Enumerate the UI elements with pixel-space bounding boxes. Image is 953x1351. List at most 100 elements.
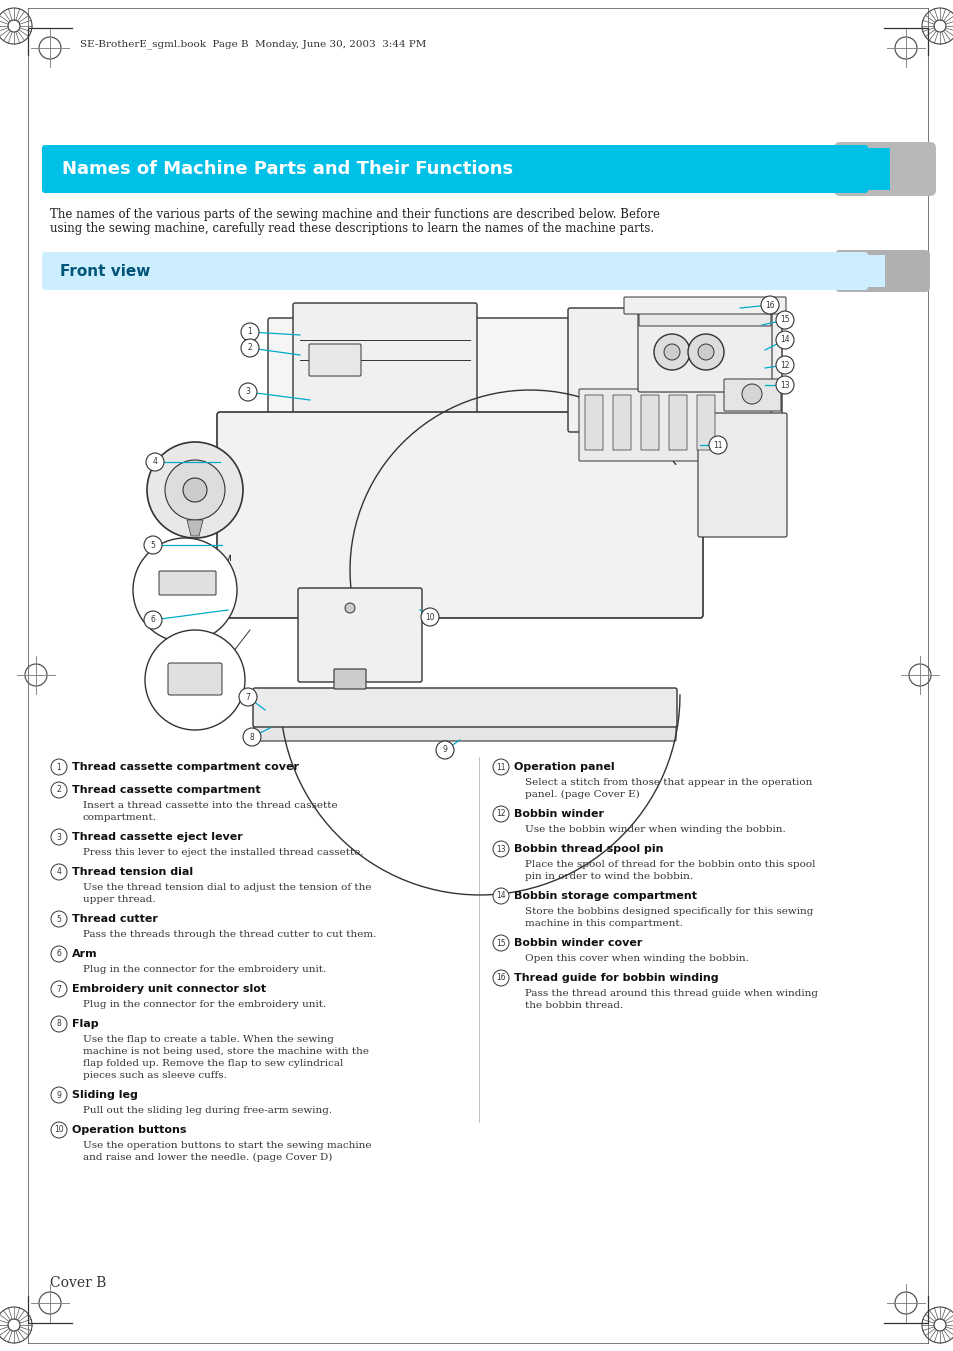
Text: 3: 3 (245, 388, 251, 396)
Circle shape (132, 538, 236, 642)
Text: 10: 10 (425, 612, 435, 621)
Text: 11: 11 (713, 440, 722, 450)
Circle shape (493, 888, 509, 904)
Circle shape (51, 759, 67, 775)
Circle shape (687, 334, 723, 370)
Text: 15: 15 (496, 939, 505, 947)
Text: Use the bobbin winder when winding the bobbin.: Use the bobbin winder when winding the b… (524, 825, 785, 834)
FancyBboxPatch shape (309, 345, 360, 376)
Circle shape (654, 334, 689, 370)
Text: machine in this compartment.: machine in this compartment. (524, 919, 682, 928)
Circle shape (144, 611, 162, 630)
Circle shape (145, 630, 245, 730)
FancyBboxPatch shape (840, 255, 884, 286)
Text: Embroidery unit connector slot: Embroidery unit connector slot (71, 984, 266, 994)
Circle shape (493, 970, 509, 986)
Text: Operation buttons: Operation buttons (71, 1125, 186, 1135)
Text: Insert a thread cassette into the thread cassette: Insert a thread cassette into the thread… (83, 801, 337, 811)
FancyBboxPatch shape (638, 313, 771, 392)
Text: SE-BrotherE_sgml.book  Page B  Monday, June 30, 2003  3:44 PM: SE-BrotherE_sgml.book Page B Monday, Jun… (80, 39, 426, 49)
FancyBboxPatch shape (253, 719, 676, 740)
Circle shape (760, 296, 779, 313)
Text: Pass the threads through the thread cutter to cut them.: Pass the threads through the thread cutt… (83, 929, 376, 939)
FancyBboxPatch shape (567, 308, 781, 432)
FancyBboxPatch shape (840, 149, 889, 190)
Text: 12: 12 (780, 361, 789, 370)
Text: Arm: Arm (71, 948, 97, 959)
Text: Bobbin thread spool pin: Bobbin thread spool pin (514, 844, 662, 854)
Text: 12: 12 (496, 809, 505, 819)
Text: 5: 5 (151, 540, 155, 550)
FancyBboxPatch shape (584, 394, 602, 450)
Text: The names of the various parts of the sewing machine and their functions are des: The names of the various parts of the se… (50, 208, 659, 222)
Text: using the sewing machine, carefully read these descriptions to learn the names o: using the sewing machine, carefully read… (50, 222, 654, 235)
Text: Thread cutter: Thread cutter (71, 915, 157, 924)
Text: 11: 11 (496, 762, 505, 771)
Text: Bobbin winder cover: Bobbin winder cover (514, 938, 641, 948)
Text: 14: 14 (496, 892, 505, 901)
Text: Press this lever to eject the installed thread cassette.: Press this lever to eject the installed … (83, 848, 363, 857)
FancyBboxPatch shape (42, 145, 867, 193)
Circle shape (493, 807, 509, 821)
Text: Use the operation buttons to start the sewing machine: Use the operation buttons to start the s… (83, 1142, 371, 1150)
Circle shape (775, 311, 793, 330)
Circle shape (708, 436, 726, 454)
Text: 14: 14 (780, 335, 789, 345)
Text: 16: 16 (496, 974, 505, 982)
Circle shape (165, 459, 225, 520)
FancyBboxPatch shape (639, 304, 770, 326)
Circle shape (51, 946, 67, 962)
Text: panel. (page Cover E): panel. (page Cover E) (524, 790, 639, 800)
Text: 6: 6 (56, 950, 61, 958)
FancyBboxPatch shape (293, 303, 476, 447)
Text: 2: 2 (248, 343, 253, 353)
Circle shape (493, 759, 509, 775)
Circle shape (775, 376, 793, 394)
Circle shape (239, 382, 256, 401)
Circle shape (146, 453, 164, 471)
Circle shape (420, 608, 438, 626)
Circle shape (698, 345, 713, 359)
Text: and raise and lower the needle. (page Cover D): and raise and lower the needle. (page Co… (83, 1152, 332, 1162)
Text: 6: 6 (151, 616, 155, 624)
Text: 2: 2 (56, 785, 61, 794)
Circle shape (147, 442, 243, 538)
FancyBboxPatch shape (698, 413, 786, 536)
Circle shape (51, 865, 67, 880)
Text: 10: 10 (54, 1125, 64, 1135)
Text: Operation panel: Operation panel (514, 762, 614, 771)
Text: 4: 4 (152, 458, 157, 466)
FancyBboxPatch shape (253, 688, 677, 727)
FancyBboxPatch shape (159, 571, 215, 594)
Text: Flap: Flap (71, 1019, 98, 1029)
FancyBboxPatch shape (723, 380, 781, 411)
Circle shape (51, 981, 67, 997)
Text: flap folded up. Remove the flap to sew cylindrical: flap folded up. Remove the flap to sew c… (83, 1059, 343, 1069)
Text: Names of Machine Parts and Their Functions: Names of Machine Parts and Their Functio… (62, 159, 513, 178)
Circle shape (51, 830, 67, 844)
Circle shape (775, 357, 793, 374)
Text: 9: 9 (56, 1090, 61, 1100)
Text: 8: 8 (56, 1020, 61, 1028)
Circle shape (436, 740, 454, 759)
FancyBboxPatch shape (613, 394, 630, 450)
Text: machine is not being used, store the machine with the: machine is not being used, store the mac… (83, 1047, 369, 1056)
Text: 16: 16 (764, 300, 774, 309)
FancyBboxPatch shape (578, 389, 770, 461)
Circle shape (241, 323, 258, 340)
Text: Plug in the connector for the embroidery unit.: Plug in the connector for the embroidery… (83, 965, 326, 974)
Text: Pass the thread around this thread guide when winding: Pass the thread around this thread guide… (524, 989, 817, 998)
Circle shape (51, 1121, 67, 1138)
Text: Bobbin storage compartment: Bobbin storage compartment (514, 892, 697, 901)
Text: 5: 5 (56, 915, 61, 924)
Text: 13: 13 (496, 844, 505, 854)
Circle shape (493, 935, 509, 951)
Circle shape (51, 1088, 67, 1102)
FancyBboxPatch shape (697, 394, 714, 450)
Text: upper thread.: upper thread. (83, 894, 155, 904)
Circle shape (51, 911, 67, 927)
Text: 15: 15 (780, 316, 789, 324)
Text: Thread cassette compartment cover: Thread cassette compartment cover (71, 762, 298, 771)
Text: Front view: Front view (60, 263, 151, 278)
Text: Thread guide for bobbin winding: Thread guide for bobbin winding (514, 973, 718, 984)
